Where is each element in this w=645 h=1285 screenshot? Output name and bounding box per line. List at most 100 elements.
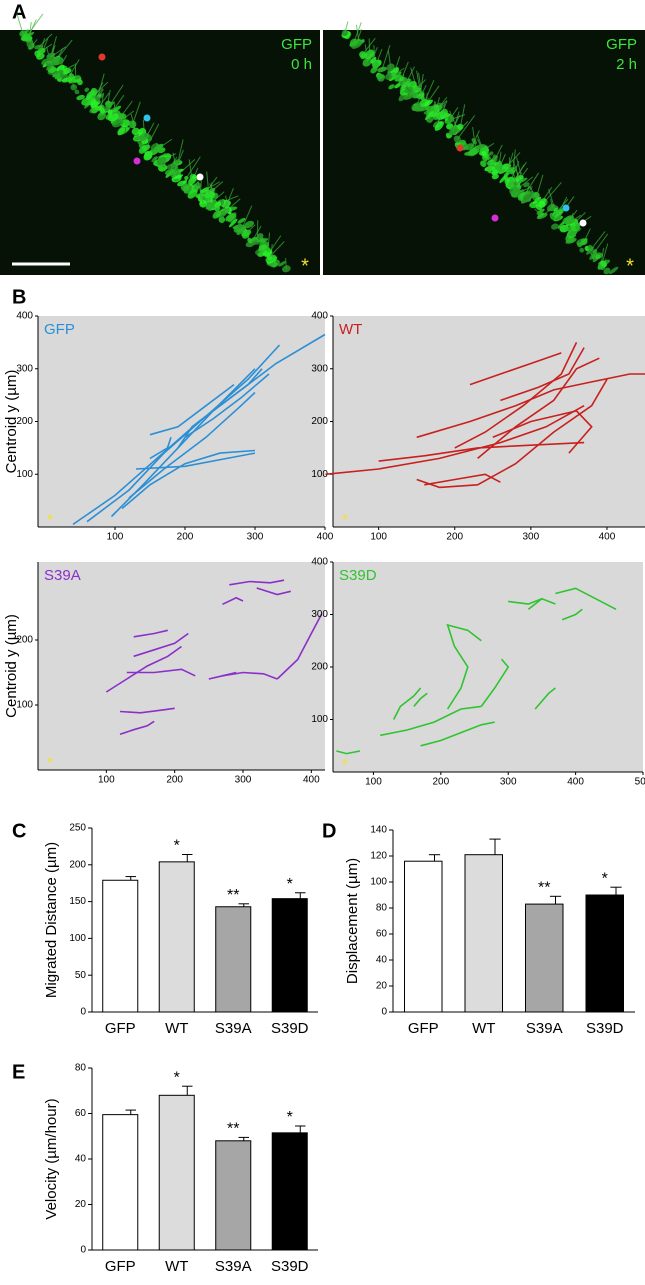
chart-title: S39D [339, 567, 377, 584]
x-tick-label: GFP [105, 1020, 136, 1037]
y-tick-label: 20 [75, 1199, 87, 1210]
x-tick-label: S39A [215, 1258, 252, 1275]
panel-label: E [12, 1061, 25, 1083]
y-tick-label: 150 [69, 896, 86, 907]
bar [586, 895, 624, 1012]
y-tick-label: 400 [311, 557, 328, 568]
tracked-cell [99, 54, 106, 61]
y-tick-label: 100 [311, 714, 328, 725]
significance: * [174, 1069, 180, 1086]
y-tick-label: 0 [80, 1245, 86, 1256]
y-tick-label: 120 [370, 851, 387, 862]
x-tick-label: GFP [408, 1020, 439, 1037]
plot-area [38, 316, 325, 527]
origin-marker: * [342, 512, 348, 529]
bar [272, 1133, 307, 1250]
bar [404, 861, 442, 1012]
y-tick-label: 300 [311, 609, 328, 620]
bar [216, 907, 251, 1012]
image-label: GFP [606, 36, 637, 53]
y-tick-label: 60 [75, 1108, 87, 1119]
x-tick-label: 100 [365, 777, 382, 788]
plot-area [333, 316, 645, 527]
x-tick-label: WT [165, 1258, 188, 1275]
x-tick-label: S39A [215, 1020, 252, 1037]
x-tick-label: S39A [526, 1020, 563, 1037]
x-tick-label: 400 [317, 532, 334, 543]
significance: * [287, 876, 293, 893]
x-tick-label: 100 [98, 775, 115, 786]
y-tick-label: 40 [75, 1154, 87, 1165]
x-tick-label: 200 [166, 775, 183, 786]
y-tick-label: 50 [75, 970, 87, 981]
y-tick-label: 100 [69, 933, 86, 944]
tracked-cell [563, 205, 570, 212]
y-axis-label: Displacement (µm) [344, 858, 361, 984]
x-tick-label: 300 [247, 532, 264, 543]
x-tick-label: 100 [370, 532, 387, 543]
panel-label: D [322, 820, 336, 842]
image-time: 0 h [291, 56, 312, 73]
significance: ** [227, 1121, 239, 1138]
x-tick-label: S39D [271, 1020, 309, 1037]
x-tick-label: S39D [586, 1020, 624, 1037]
x-tick-label: 100 [107, 532, 124, 543]
y-tick-label: 200 [69, 859, 86, 870]
bar [103, 880, 138, 1012]
x-tick-label: 200 [446, 532, 463, 543]
y-axis-label: Migrated Distance (µm) [43, 842, 60, 998]
image-time: 2 h [616, 56, 637, 73]
y-tick-label: 80 [75, 1063, 87, 1074]
tracked-cell [580, 220, 587, 227]
chart-title: S39A [44, 567, 81, 584]
bar [159, 1095, 194, 1250]
x-tick-label: WT [472, 1020, 495, 1037]
origin-marker: * [342, 757, 348, 774]
x-tick-label: 500 [635, 777, 645, 788]
bar [525, 904, 563, 1012]
y-tick-label: 0 [80, 1007, 86, 1018]
x-tick-label: 400 [599, 532, 616, 543]
y-tick-label: 0 [381, 1007, 387, 1018]
bar [465, 855, 503, 1012]
y-axis-label: Centroid y (µm) [3, 370, 20, 474]
x-tick-label: 400 [303, 775, 320, 786]
x-tick-label: 200 [177, 532, 194, 543]
image-label: GFP [281, 36, 312, 53]
bar [216, 1141, 251, 1250]
significance: ** [227, 887, 239, 904]
y-tick-label: 100 [370, 877, 387, 888]
panel-label: B [12, 286, 26, 308]
origin-marker: * [47, 512, 53, 529]
y-axis-label: Velocity (µm/hour) [43, 1098, 60, 1219]
y-tick-label: 400 [311, 311, 328, 322]
micrographs [0, 14, 645, 276]
y-tick-label: 200 [311, 662, 328, 673]
y-tick-label: 250 [69, 823, 86, 834]
y-tick-label: 60 [376, 929, 388, 940]
bar [272, 899, 307, 1012]
significance: ** [538, 880, 550, 897]
tracked-cell [134, 158, 141, 165]
y-tick-label: 20 [376, 981, 388, 992]
y-axis-label: Centroid y (µm) [3, 614, 20, 718]
chart-title: GFP [44, 321, 75, 338]
plot-area [333, 562, 643, 772]
y-tick-label: 300 [311, 363, 328, 374]
tracked-cell [197, 174, 204, 181]
x-tick-label: 400 [567, 777, 584, 788]
x-tick-label: 300 [235, 775, 252, 786]
x-tick-label: 300 [523, 532, 540, 543]
tracked-cell [492, 215, 499, 222]
tracked-cell [457, 145, 464, 152]
y-tick-label: 200 [311, 416, 328, 427]
significance: * [287, 1109, 293, 1126]
y-tick-label: 80 [376, 903, 388, 914]
x-tick-label: 300 [500, 777, 517, 788]
bar [159, 862, 194, 1012]
y-tick-label: 140 [370, 825, 387, 836]
origin-marker: * [301, 255, 309, 277]
origin-marker: * [626, 255, 634, 277]
x-tick-label: 200 [432, 777, 449, 788]
